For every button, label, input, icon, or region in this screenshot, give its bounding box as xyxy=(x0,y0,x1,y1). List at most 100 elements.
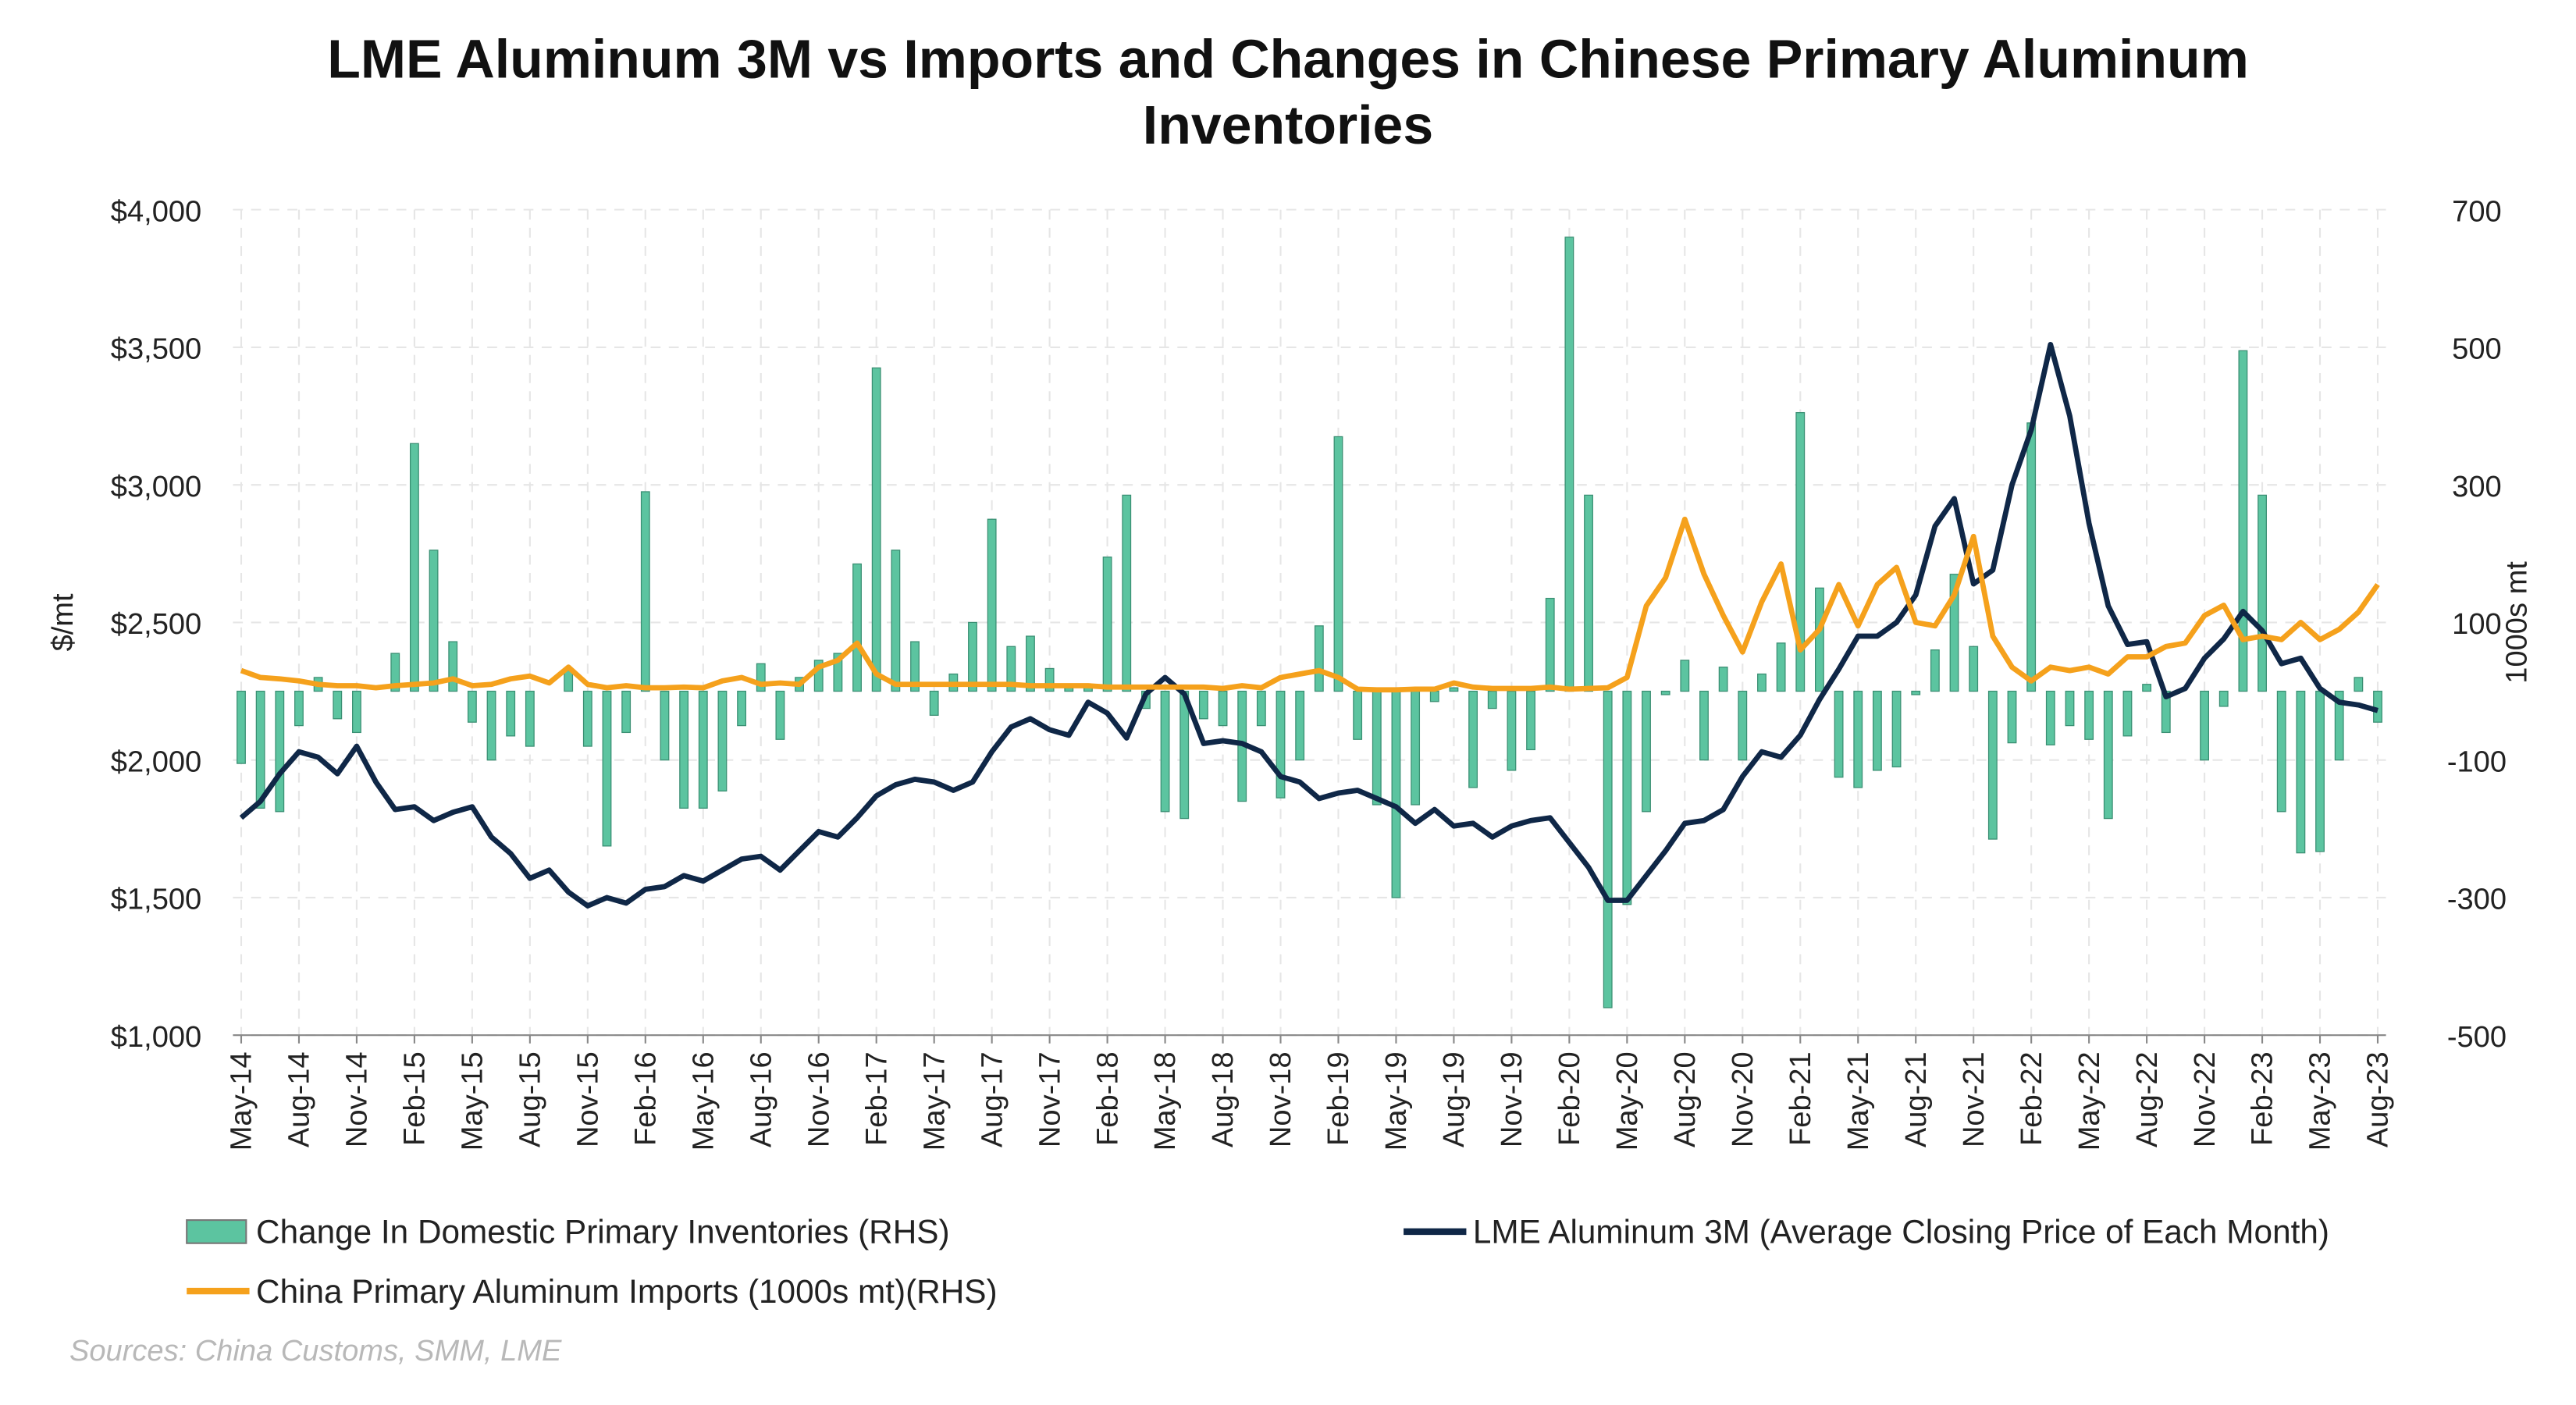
bar xyxy=(333,690,343,720)
x-tick-label: Feb-15 xyxy=(399,1051,432,1146)
y-tick-label: $2,500 xyxy=(111,608,201,641)
x-tick-label: May-16 xyxy=(687,1051,720,1151)
bar xyxy=(1795,411,1806,692)
bar xyxy=(390,653,400,692)
x-tick-label: Nov-17 xyxy=(1034,1051,1066,1147)
bar xyxy=(1487,690,1497,710)
y2-tick-label: -100 xyxy=(2447,745,2507,778)
bar xyxy=(1545,597,1555,692)
legend-label: Change In Domestic Primary Inventories (… xyxy=(256,1214,950,1250)
x-tick-label: Feb-16 xyxy=(629,1051,662,1146)
x-tick-label: Nov-19 xyxy=(1496,1051,1528,1147)
line xyxy=(240,516,2380,693)
bar xyxy=(2258,494,2267,692)
x-tick-label: Nov-21 xyxy=(1958,1051,1991,1147)
bar xyxy=(2103,690,2113,820)
bar xyxy=(775,690,785,740)
bar xyxy=(1949,574,1959,692)
bar xyxy=(1815,587,1824,692)
bar xyxy=(679,690,689,809)
bar xyxy=(2045,690,2055,745)
bar xyxy=(506,690,516,737)
bar xyxy=(1179,690,1190,820)
bar xyxy=(429,550,439,692)
bar xyxy=(255,690,265,809)
bar xyxy=(1429,690,1439,702)
bar xyxy=(2122,690,2133,737)
bar xyxy=(1718,667,1728,692)
bar xyxy=(1276,690,1286,799)
bar xyxy=(852,563,862,692)
bar xyxy=(891,550,901,692)
x-tick-label: May-14 xyxy=(226,1051,258,1151)
x-tick-label: Aug-22 xyxy=(2131,1051,2164,1147)
x-tick-label: Feb-17 xyxy=(860,1051,893,1146)
bar xyxy=(1333,436,1343,692)
x-tick-label: Feb-23 xyxy=(2247,1051,2279,1146)
legend-label: LME Aluminum 3M (Average Closing Price o… xyxy=(1473,1214,2329,1250)
x-tick-label: Aug-16 xyxy=(745,1051,777,1147)
x-tick-label: Aug-18 xyxy=(1207,1051,1240,1147)
bar xyxy=(1122,494,1132,692)
bar xyxy=(1872,690,1882,771)
chart-title: LME Aluminum 3M vs Imports and Changes i… xyxy=(327,27,2249,155)
y2-tick-label: -300 xyxy=(2447,884,2507,916)
bar xyxy=(352,690,361,734)
bar xyxy=(2238,350,2248,692)
bar xyxy=(1468,690,1478,788)
bar xyxy=(1584,494,1593,692)
bar xyxy=(756,663,766,692)
bar xyxy=(1044,667,1055,692)
bar xyxy=(813,660,824,692)
bar xyxy=(1738,690,1748,761)
y-tick-label: $1,500 xyxy=(111,884,201,916)
x-tick-label: Aug-23 xyxy=(2362,1051,2395,1147)
x-tick-label: May-22 xyxy=(2073,1051,2106,1151)
x-tick-label: May-15 xyxy=(457,1051,489,1151)
bar xyxy=(275,690,285,813)
bar xyxy=(564,670,574,692)
bar xyxy=(2142,684,2152,692)
bar xyxy=(2373,690,2382,723)
x-tick-label: Nov-20 xyxy=(1727,1051,1759,1147)
bar xyxy=(2354,677,2364,692)
x-tick-label: Feb-22 xyxy=(2016,1051,2048,1146)
bar xyxy=(698,690,708,809)
x-tick-label: Feb-19 xyxy=(1322,1051,1355,1146)
bar xyxy=(1218,690,1228,727)
bar xyxy=(1102,557,1112,692)
bar xyxy=(1776,642,1786,692)
bar xyxy=(968,621,977,692)
y-tick-label: $2,000 xyxy=(111,745,201,778)
y2-axis-label: 1000s mt xyxy=(2500,561,2533,684)
bar xyxy=(910,641,920,692)
y-axis-label: $/mt xyxy=(47,593,80,651)
bar xyxy=(2334,690,2344,761)
bar xyxy=(1969,646,1979,692)
bar xyxy=(1622,690,1632,905)
bar xyxy=(582,690,592,747)
bar xyxy=(1026,635,1035,692)
bar xyxy=(1256,690,1266,727)
line xyxy=(239,341,2379,909)
bar xyxy=(1891,690,1902,768)
source-note: Sources: China Customs, SMM, LME xyxy=(69,1335,562,1368)
bar xyxy=(1526,690,1535,751)
bar xyxy=(2296,690,2306,854)
x-tick-label: Feb-20 xyxy=(1553,1051,1586,1146)
x-tick-label: Nov-18 xyxy=(1265,1051,1297,1147)
bar xyxy=(1911,690,1921,695)
bar xyxy=(602,690,612,847)
bar xyxy=(2026,422,2037,692)
x-tick-label: May-20 xyxy=(1611,1051,1644,1151)
x-tick-label: May-18 xyxy=(1149,1051,1182,1151)
bar xyxy=(1353,690,1363,740)
y-tick-label: $3,500 xyxy=(111,333,201,366)
x-tick-label: Aug-14 xyxy=(283,1051,316,1147)
bar xyxy=(2084,690,2094,740)
bar xyxy=(1391,690,1401,898)
bar xyxy=(2065,690,2075,727)
bar xyxy=(467,690,477,723)
